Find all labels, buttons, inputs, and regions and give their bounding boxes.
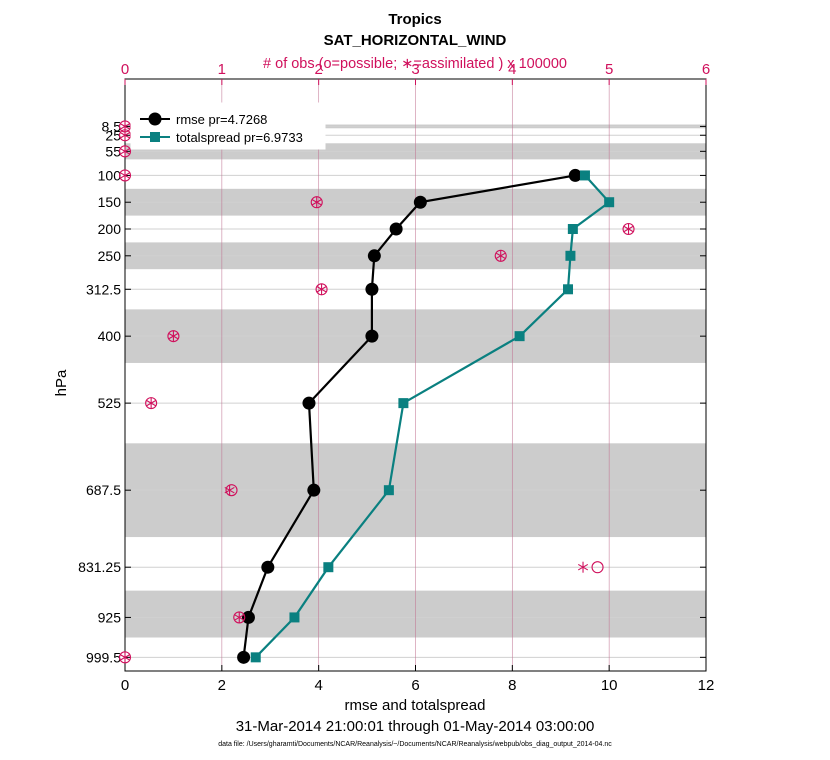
top-x-tick-label: 3: [411, 61, 419, 78]
x-tick-label: 4: [314, 677, 322, 694]
axis-ticks: 0 2 4 6 8 10 120 1 2 3 4 5 68.52555100150200250312.5…: [78, 61, 714, 694]
obs-assimilated-marker: [623, 223, 634, 235]
obs-assimilated-marker: [495, 250, 506, 262]
totalspread-point: [563, 284, 574, 295]
chart-subtitle: SAT_HORIZONTAL_WIND: [324, 32, 507, 49]
top-x-tick-label: 4: [508, 61, 516, 78]
totalspread-point: [604, 197, 615, 208]
y-tick-label: 687.5: [86, 482, 121, 498]
totalspread-point: [565, 250, 576, 261]
x-tick-label: 6: [411, 677, 419, 694]
obs-assimilated-marker: [316, 283, 327, 295]
y-tick-label: 312.5: [86, 281, 121, 297]
y-tick-label: 831.25: [78, 559, 121, 575]
y-tick-label: 100: [98, 167, 122, 183]
totalspread-point: [398, 398, 409, 409]
obs-assimilated-marker: [119, 145, 131, 157]
x-axis-label: rmse and totalspread: [345, 697, 486, 714]
totalspread-point: [579, 170, 590, 181]
y-tick-label: 55: [105, 143, 121, 159]
legend-box: [130, 102, 326, 150]
rmse-point: [307, 483, 321, 497]
grid-lines: [125, 79, 706, 671]
y-tick-label: 999.5: [86, 649, 121, 665]
totalspread-point: [567, 224, 578, 235]
y-tick-label: 400: [98, 328, 122, 344]
legend-rmse-label: rmse pr=4.7268: [176, 112, 267, 127]
y-tick-label: 8.5: [102, 118, 122, 134]
top-x-tick-label: 1: [218, 61, 226, 78]
obs-assimilated-marker: [577, 561, 589, 573]
obs-assimilated-marker: [119, 651, 131, 663]
rmse-point: [365, 329, 379, 343]
obs-possible-marker: [225, 484, 238, 497]
top-x-tick-label: 6: [702, 61, 710, 78]
date-range: 31-Mar-2014 21:00:01 through 01-May-2014…: [236, 718, 595, 735]
top-x-tick-label: 0: [121, 61, 129, 78]
rmse-point: [568, 168, 582, 182]
obs-assimilated-marker: [311, 196, 322, 208]
obs-count-markers: [118, 120, 635, 664]
y-tick-label: 25: [105, 127, 121, 143]
obs-assimilated-marker: [146, 397, 157, 409]
rmse-point: [237, 650, 251, 664]
obs-assimilated-marker: [119, 129, 131, 141]
rmse-point: [367, 249, 381, 263]
x-tick-label: 0: [121, 677, 129, 694]
top-axis-label: # of obs (o=possible; ∗=assimilated ) x …: [263, 56, 567, 72]
y-axis-label: hPa: [53, 369, 70, 396]
top-x-tick-label: 5: [605, 61, 613, 78]
totalspread-point: [383, 485, 394, 496]
x-tick-label: 2: [218, 677, 226, 694]
chart-title: Tropics: [388, 11, 441, 28]
rmse-point: [389, 222, 403, 236]
y-tick-label: 925: [98, 609, 122, 625]
totalspread-point: [289, 612, 300, 623]
obs-assimilated-marker: [224, 484, 235, 496]
top-x-tick-label: 2: [314, 61, 322, 78]
x-tick-label: 12: [698, 677, 715, 694]
obs-assimilated-marker: [119, 169, 131, 181]
rmse-point: [302, 396, 316, 410]
legend: rmse pr=4.7268 totalspread pr=6.9733: [130, 102, 326, 150]
totalspread-point: [514, 331, 525, 342]
legend-rmse-marker: [148, 112, 162, 126]
series: [237, 168, 615, 664]
obs-assimilated-marker: [234, 611, 245, 623]
y-tick-label: 200: [98, 221, 122, 237]
rmse-point: [365, 282, 379, 296]
obs-possible-marker: [591, 561, 604, 574]
obs-assimilated-marker: [168, 330, 179, 342]
rmse-point: [241, 610, 255, 624]
y-tick-label: 525: [98, 395, 122, 411]
totalspread-point: [250, 652, 261, 663]
y-tick-label: 250: [98, 248, 122, 264]
x-tick-label: 8: [508, 677, 516, 694]
y-tick-label: 150: [98, 194, 122, 210]
x-tick-label: 10: [601, 677, 618, 694]
legend-totalspread-marker: [150, 132, 160, 142]
legend-totalspread-label: totalspread pr=6.9733: [176, 130, 303, 145]
data-file-footnote: data file: /Users/gharamti/Documents/NCA…: [218, 741, 612, 748]
rmse-point: [261, 560, 275, 574]
totalspread-point: [323, 562, 334, 573]
rmse-point: [413, 195, 427, 209]
